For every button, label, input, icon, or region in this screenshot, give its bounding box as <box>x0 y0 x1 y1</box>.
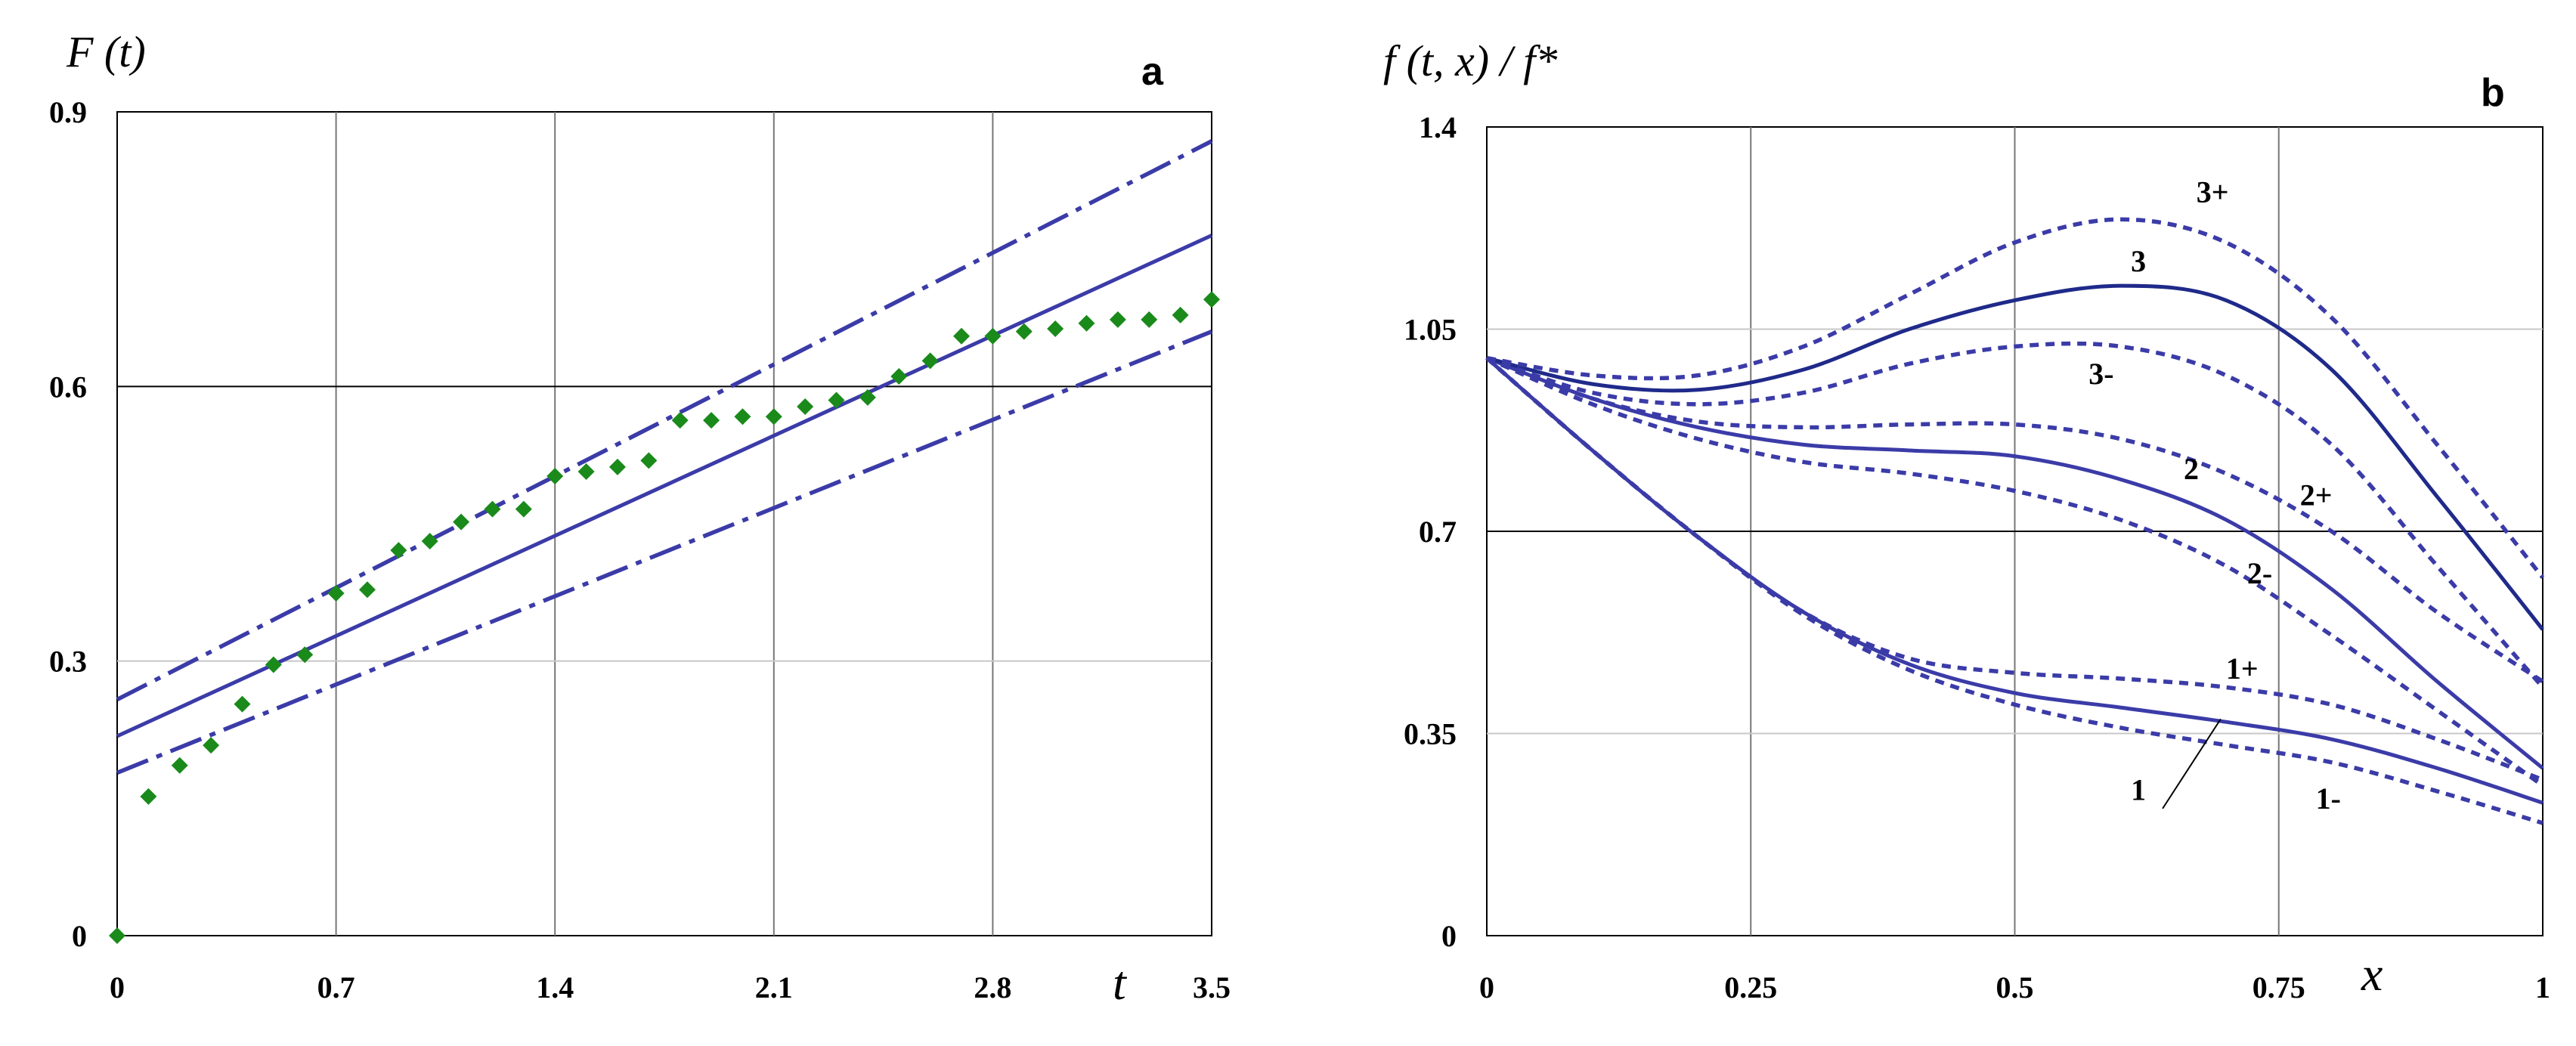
series-line-1 <box>1485 356 2543 805</box>
b-x-tick-label: 0.75 <box>2252 970 2305 1004</box>
curve-label-3+: 3+ <box>2197 175 2229 209</box>
series-line-2+ <box>1486 356 2544 684</box>
data-point <box>515 500 532 518</box>
b-y-tick-label: 1.4 <box>1419 110 1457 144</box>
panel-b-ylabel: f (t, x) / f* <box>1383 36 1557 85</box>
panel-a-ylabel: F (t) <box>66 27 146 76</box>
b-y-tick-label: 0.7 <box>1419 515 1457 549</box>
data-point <box>546 468 564 485</box>
data-point <box>358 581 376 599</box>
a-x-tick-label: 0.7 <box>317 970 355 1004</box>
data-point <box>1078 314 1095 332</box>
data-point <box>1047 320 1064 338</box>
data-point <box>265 656 282 673</box>
b-x-tick-label: 0 <box>1479 970 1494 1004</box>
data-point <box>921 352 939 370</box>
b-y-tick-label: 0.35 <box>1404 717 1457 751</box>
b-y-tick-label: 0 <box>1441 919 1457 953</box>
data-point <box>828 391 845 409</box>
data-point <box>608 458 626 475</box>
data-point <box>234 695 251 713</box>
data-point <box>1141 311 1158 328</box>
a-y-tick-label: 0.6 <box>49 370 87 404</box>
data-point <box>1172 306 1189 323</box>
a-x-tick-label: 2.8 <box>974 970 1011 1004</box>
series-line-3 <box>1486 283 2544 631</box>
data-point <box>390 542 407 559</box>
a-x-tick-label: 2.1 <box>755 970 793 1004</box>
data-point <box>327 585 345 602</box>
a-y-tick-label: 0.9 <box>49 95 87 129</box>
data-point <box>890 368 908 385</box>
series-line-lower <box>116 330 1213 775</box>
data-point <box>1203 291 1220 308</box>
curve-label-1-: 1- <box>2316 781 2341 815</box>
data-point <box>203 737 220 754</box>
data-point <box>734 408 751 426</box>
data-point <box>109 927 125 944</box>
a-x-tick-label: 0 <box>110 970 125 1004</box>
series-line-1- <box>1485 356 2543 825</box>
curve-label-1: 1 <box>2131 772 2146 806</box>
data-point <box>1015 323 1033 340</box>
data-point <box>640 452 658 469</box>
curve-label-1+: 1+ <box>2226 651 2259 685</box>
series-line-3+ <box>1486 217 2545 579</box>
panel-b-label: b <box>2481 71 2505 115</box>
data-point <box>1109 311 1126 328</box>
panel-a-label: a <box>1141 50 1164 94</box>
curve-label-2-: 2- <box>2247 556 2272 590</box>
panel-a-xlabel: t <box>1113 956 1128 1010</box>
data-point <box>671 412 689 429</box>
data-point <box>453 513 470 531</box>
data-point <box>171 757 188 774</box>
data-point <box>797 398 814 415</box>
curve-label-2+: 2+ <box>2300 478 2333 512</box>
data-point <box>984 327 1002 345</box>
data-point <box>140 788 157 805</box>
curve-label-leader <box>2162 718 2221 809</box>
curve-label-3: 3 <box>2131 244 2146 278</box>
a-x-tick-label: 3.5 <box>1193 970 1231 1004</box>
panel-b-chart: 0 0.25 0.5 0.75 1 0 0.35 0.7 1.05 1.4 3+ 3 3- 2 2+ 2-… <box>1383 36 2550 1004</box>
panel-a-chart: 0 0.7 1.4 2.1 2.8 3.5 0 0.3 0.6 0.9 F (t) t a <box>49 27 1231 1010</box>
data-point <box>296 646 314 664</box>
b-x-tick-label: 1 <box>2535 970 2550 1004</box>
b-x-tick-label: 0.25 <box>1724 970 1777 1004</box>
a-y-tick-label: 0.3 <box>49 645 87 679</box>
data-point <box>484 500 501 518</box>
panel-a-plot-area <box>116 111 1212 936</box>
data-point <box>577 463 595 480</box>
a-y-tick-label: 0 <box>72 919 87 953</box>
series-line-upper <box>116 139 1213 701</box>
series-line-2 <box>1486 356 2544 770</box>
data-point <box>421 533 438 550</box>
panel-b-xlabel: x <box>2361 947 2382 1001</box>
series-line-3- <box>1486 341 2545 689</box>
data-point <box>953 327 971 345</box>
b-y-tick-label: 1.05 <box>1404 313 1457 347</box>
data-point <box>765 408 782 426</box>
curve-label-2: 2 <box>2184 452 2199 486</box>
curve-label-3-: 3- <box>2088 357 2113 391</box>
a-x-tick-label: 1.4 <box>536 970 574 1004</box>
data-point <box>859 388 876 406</box>
b-x-tick-label: 0.5 <box>1996 970 2034 1004</box>
data-point <box>703 412 720 429</box>
series-line-2- <box>1485 356 2544 788</box>
